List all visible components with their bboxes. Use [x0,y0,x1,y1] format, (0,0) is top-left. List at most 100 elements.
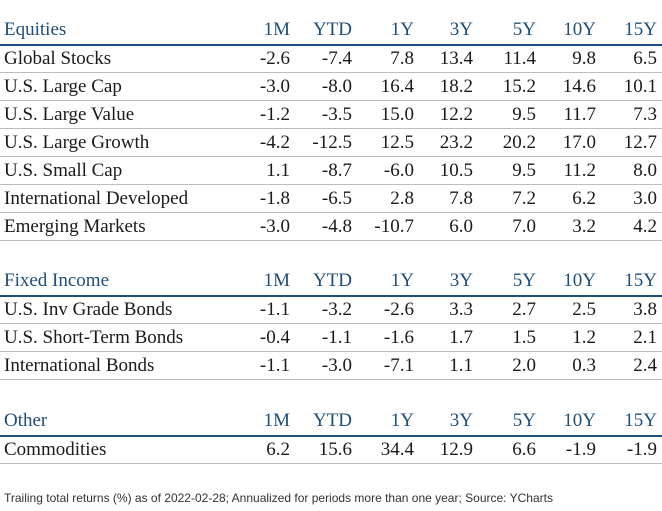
cell-value: -3.0 [259,216,290,237]
cell-value: 20.2 [502,132,536,153]
cell-value: -1.8 [259,188,290,209]
column-header: 10Y [563,270,596,291]
cell-value: -4.2 [259,132,290,153]
cell-value: 13.4 [439,48,473,69]
column-header: 3Y [449,410,473,431]
column-header: 1Y [390,410,414,431]
column-header: 15Y [624,270,657,291]
cell-value: 1.5 [512,327,536,348]
row-rule [0,212,662,213]
cell-value: 6.5 [633,48,657,69]
column-header: 15Y [624,410,657,431]
cell-value: 16.4 [380,76,414,97]
cell-value: 6.6 [512,439,536,460]
cell-value: -1.1 [259,299,290,320]
cell-value: 3.0 [633,188,657,209]
row-label: Emerging Markets [4,216,146,237]
row-label: U.S. Short-Term Bonds [4,327,184,348]
row-label: Global Stocks [4,48,112,69]
equities-section-title: Equities [4,19,67,40]
table-row: Emerging Markets -3.0 -4.8 -10.7 6.0 7.0 3.2 4.… [0,213,662,241]
cell-value: 12.2 [439,104,473,125]
column-header: YTD [312,410,352,431]
table-row: U.S. Short-Term Bonds -0.4 -1.1 -1.6 1.7 1.5 1… [0,324,662,352]
cell-value: -1.1 [259,355,290,376]
row-rule [0,184,662,185]
column-header: 5Y [512,410,536,431]
cell-value: 17.0 [562,132,596,153]
column-header: 10Y [563,410,596,431]
cell-value: 23.2 [439,132,473,153]
cell-value: -1.9 [626,439,657,460]
table-row: U.S. Large Growth -4.2 -12.5 12.5 23.2 20.2 17… [0,129,662,157]
row-label: Commodities [4,439,107,460]
row-label: U.S. Large Growth [4,132,150,153]
cell-value: 1.7 [449,327,473,348]
cell-value: -7.1 [383,355,414,376]
table-row: International Bonds -1.1 -3.0 -7.1 1.1 2.0 0.3… [0,352,662,380]
cell-value: 2.1 [633,327,657,348]
row-rule [0,128,662,129]
fixed-income-header-row: Fixed Income 1M YTD 1Y 3Y 5Y 10Y 15Y [0,267,662,295]
column-header: 10Y [563,19,596,40]
column-header: 5Y [512,270,536,291]
cell-value: -1.2 [259,104,290,125]
cell-value: 11.2 [563,160,596,181]
cell-value: 7.8 [449,188,473,209]
cell-value: 3.8 [633,299,657,320]
cell-value: 34.4 [380,439,414,460]
table-row: International Developed -1.8 -6.5 2.8 7.8 7.2… [0,185,662,213]
column-header: YTD [312,19,352,40]
cell-value: 2.5 [572,299,596,320]
cell-value: -8.7 [321,160,352,181]
row-rule [0,240,662,241]
cell-value: 1.1 [266,160,290,181]
cell-value: 8.0 [633,160,657,181]
cell-value: -8.0 [321,76,352,97]
table-row: U.S. Large Value -1.2 -3.5 15.0 12.2 9.5 11.7 7… [0,101,662,129]
cell-value: -3.5 [321,104,352,125]
row-rule [0,156,662,157]
cell-value: -10.7 [374,216,414,237]
cell-value: 15.2 [502,76,536,97]
cell-value: 10.5 [439,160,473,181]
row-label: U.S. Large Value [4,104,135,125]
column-header: 5Y [512,19,536,40]
row-label: U.S. Inv Grade Bonds [4,299,173,320]
equities-header-row: Equities 1M YTD 1Y 3Y 5Y 10Y 15Y [0,16,662,44]
row-rule [0,72,662,73]
table-row: U.S. Inv Grade Bonds -1.1 -3.2 -2.6 3.3 2.7 2.… [0,296,662,324]
row-rule [0,323,662,324]
cell-value: 7.3 [633,104,657,125]
cell-value: -1.1 [321,327,352,348]
cell-value: -1.6 [383,327,414,348]
cell-value: 11.4 [503,48,536,69]
cell-value: -4.8 [321,216,352,237]
column-header: 1M [263,270,290,291]
cell-value: 7.2 [512,188,536,209]
cell-value: 15.0 [380,104,414,125]
cell-value: 6.2 [266,439,290,460]
cell-value: 6.2 [572,188,596,209]
cell-value: 9.5 [512,104,536,125]
cell-value: -3.0 [259,76,290,97]
cell-value: -3.2 [321,299,352,320]
cell-value: 10.1 [623,76,657,97]
cell-value: 7.8 [390,48,414,69]
cell-value: -2.6 [259,48,290,69]
fixed-income-section-title: Fixed Income [4,270,110,291]
cell-value: 0.3 [572,355,596,376]
cell-value: 2.7 [512,299,536,320]
cell-value: 18.2 [439,76,473,97]
cell-value: -6.0 [383,160,414,181]
row-rule [0,351,662,352]
cell-value: 15.6 [318,439,352,460]
column-header: 15Y [624,19,657,40]
column-header: YTD [312,270,352,291]
column-header: 3Y [449,19,473,40]
cell-value: -0.4 [259,327,290,348]
cell-value: 4.2 [633,216,657,237]
footnote: Trailing total returns (%) as of 2022-02… [4,491,553,505]
column-header: 1M [263,19,290,40]
cell-value: 3.2 [572,216,596,237]
